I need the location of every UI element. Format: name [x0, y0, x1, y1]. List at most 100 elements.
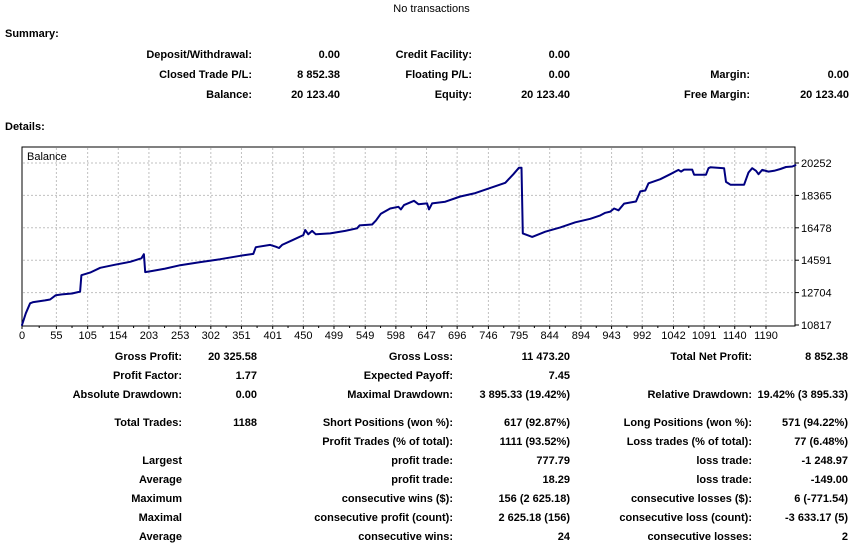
stat-label: consecutive losses ($):: [630, 493, 752, 505]
stat-value: 1.77: [235, 370, 257, 382]
stat-value: 1111 (93.52%): [499, 436, 570, 448]
stat-label: consecutive wins ($):: [341, 493, 453, 505]
stat-value: 571 (94.22%): [781, 417, 848, 429]
stat-value: 19.42% (3 895.33): [757, 389, 848, 401]
summary-label: [570, 45, 750, 65]
x-tick-label: 795: [510, 330, 528, 342]
stat-label: Total Trades:: [114, 417, 182, 429]
stat-value: 6 (-771.54): [794, 493, 848, 505]
stat-label: consecutive losses:: [647, 531, 752, 543]
summary-value: 20 123.40: [291, 89, 340, 101]
stat-label: Total Net Profit:: [670, 351, 752, 363]
chart-frame: [21, 146, 796, 327]
summary-heading: Summary:: [5, 28, 59, 40]
summary-label: Credit Facility:: [395, 49, 472, 61]
report-title: No transactions: [393, 3, 470, 15]
x-tick-label: 894: [572, 330, 590, 342]
stat-label: Maximal: [138, 512, 182, 524]
stat-label: consecutive wins:: [358, 531, 453, 543]
stat-label: Relative Drawdown:: [647, 389, 752, 401]
stat-label: Loss trades (% of total):: [626, 436, 752, 448]
table-row: Largest profit trade: 777.79 loss trade: -1 …: [0, 452, 848, 471]
y-tick-label: 12704: [801, 288, 832, 300]
summary-table: Deposit/Withdrawal: 0.00 Credit Facility: 0…: [0, 45, 849, 105]
stat-value: [182, 490, 257, 509]
table-row: Average consecutive wins: 24 consecutive lo…: [0, 528, 848, 547]
stat-value: 2 625.18 (156): [498, 512, 570, 524]
x-tick-label: 401: [264, 330, 282, 342]
x-tick-label: 1091: [692, 330, 716, 342]
stat-label: Short Positions (won %):: [322, 417, 453, 429]
summary-label: Free Margin:: [683, 89, 750, 101]
chart-series-label: Balance: [27, 151, 67, 163]
table-row: Balance: 20 123.40 Equity: 20 123.40 Free Ma…: [0, 85, 849, 105]
stat-value: 0.00: [235, 389, 257, 401]
summary-value: 20 123.40: [800, 89, 849, 101]
summary-value: 0.00: [548, 49, 570, 61]
stat-label: consecutive loss (count):: [619, 512, 752, 524]
x-tick-label: 943: [602, 330, 620, 342]
table-row: Profit Factor: 1.77 Expected Payoff: 7.45: [0, 367, 848, 386]
y-tick-label: 18365: [801, 190, 832, 202]
balance-line: [21, 164, 797, 326]
stat-value: 77 (6.48%): [794, 436, 848, 448]
stat-label: Gross Profit:: [114, 351, 182, 363]
stat-value: 11 473.20: [521, 351, 570, 363]
stat-label: [570, 367, 752, 386]
x-tick-label: 1190: [754, 330, 778, 342]
summary-value: [750, 45, 849, 65]
summary-value: 0.00: [827, 69, 849, 81]
x-tick-label: 0: [19, 330, 25, 342]
stat-value: [182, 452, 257, 471]
stat-label: Gross Loss:: [388, 351, 453, 363]
x-tick-label: 844: [540, 330, 558, 342]
table-row: Average profit trade: 18.29 loss trade: -149…: [0, 471, 848, 490]
table-row: Closed Trade P/L: 8 852.38 Floating P/L: 0.…: [0, 65, 849, 85]
x-tick-label: 154: [109, 330, 127, 342]
summary-label: Margin:: [710, 69, 750, 81]
x-tick-label: 746: [479, 330, 497, 342]
table-row: Deposit/Withdrawal: 0.00 Credit Facility: 0…: [0, 45, 849, 65]
stat-value: [182, 509, 257, 528]
summary-value: 0.00: [318, 49, 340, 61]
stat-label: loss trade:: [696, 474, 752, 486]
table-row: Profit Trades (% of total): 1111 (93.52%)…: [0, 433, 848, 452]
stat-value: 617 (92.87%): [503, 417, 570, 429]
details-table: Gross Profit: 20 325.58 Gross Loss: 11 473.…: [0, 348, 848, 547]
summary-value: 8 852.38: [297, 69, 340, 81]
x-tick-label: 105: [78, 330, 96, 342]
stat-label: profit trade:: [391, 455, 453, 467]
y-tick-label: 16478: [801, 223, 832, 235]
summary-value: 0.00: [548, 69, 570, 81]
stat-label: loss trade:: [696, 455, 752, 467]
stat-value: 1188: [233, 417, 257, 429]
stat-value: 3 895.33 (19.42%): [479, 389, 570, 401]
summary-value: 20 123.40: [521, 89, 570, 101]
stat-value: [182, 471, 257, 490]
summary-label: Closed Trade P/L:: [159, 69, 252, 81]
stat-label: Profit Trades (% of total):: [322, 436, 453, 448]
stat-label: Long Positions (won %):: [623, 417, 752, 429]
x-tick-label: 302: [202, 330, 220, 342]
stat-value: -149.00: [810, 474, 848, 486]
table-row: Gross Profit: 20 325.58 Gross Loss: 11 473.…: [0, 348, 848, 367]
stat-label: consecutive profit (count):: [314, 512, 453, 524]
stat-label: profit trade:: [391, 474, 453, 486]
table-row: Absolute Drawdown: 0.00 Maximal Drawdown: 3…: [0, 386, 848, 405]
summary-label: Deposit/Withdrawal:: [146, 49, 252, 61]
summary-label: Floating P/L:: [405, 69, 472, 81]
x-tick-label: 203: [140, 330, 158, 342]
stat-value: [752, 367, 848, 386]
summary-label: Balance:: [206, 89, 252, 101]
stat-value: 8 852.38: [805, 351, 848, 363]
stat-label: Largest: [142, 455, 182, 467]
stat-value: 24: [557, 531, 570, 543]
stat-value: 156 (2 625.18): [498, 493, 570, 505]
x-tick-label: 598: [387, 330, 405, 342]
stat-label: Expected Payoff:: [363, 370, 453, 382]
x-tick-label: 647: [417, 330, 435, 342]
stat-value: 18.29: [542, 474, 570, 486]
stat-value: 7.45: [548, 370, 570, 382]
stat-label: [0, 433, 182, 452]
x-tick-label: 1042: [661, 330, 685, 342]
